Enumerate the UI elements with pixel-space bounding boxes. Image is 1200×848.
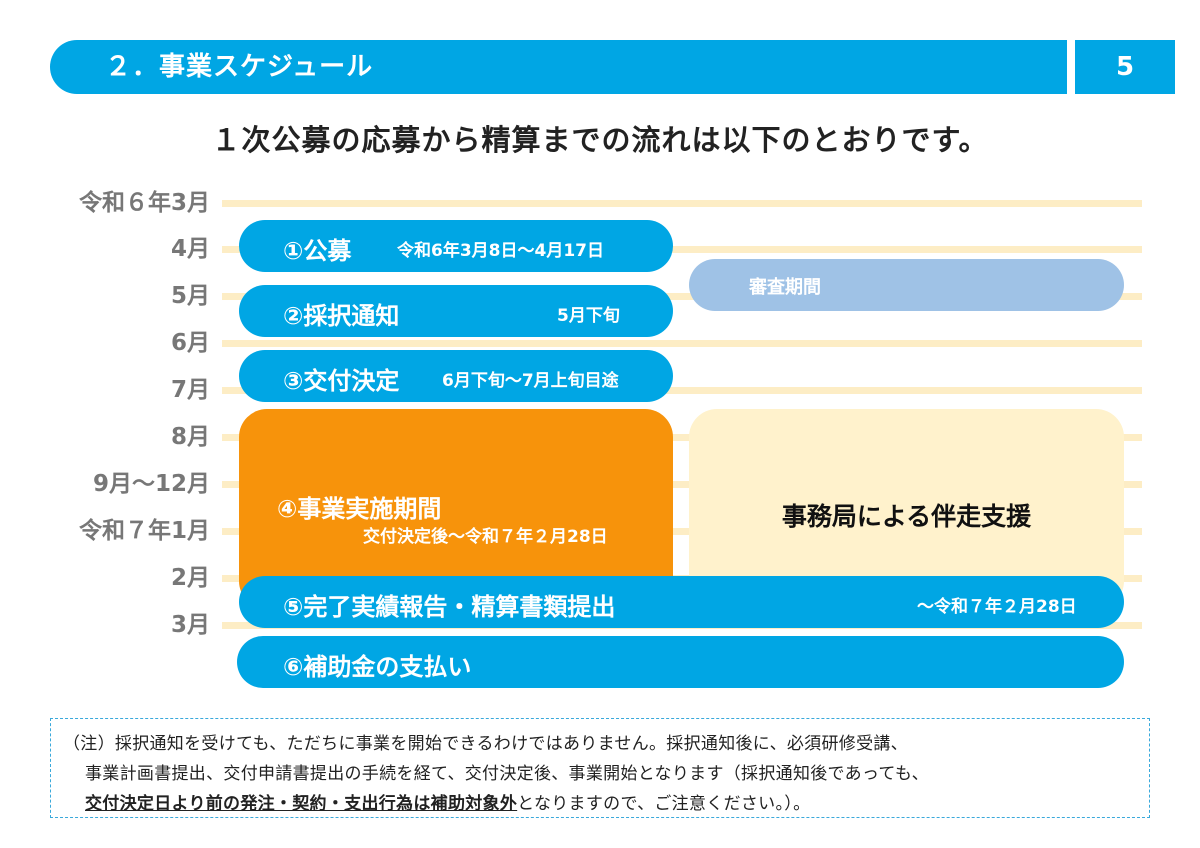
notice-line-3: 交付決定日より前の発注・契約・支出行為は補助対象外となりますので、ご注意ください… [85, 789, 810, 814]
step-2-detail: 5月下旬 [557, 306, 620, 326]
month-rule [222, 293, 1142, 300]
step-2-adoption-notice: ②採択通知 5月下旬 [239, 285, 673, 337]
step-3-detail: 6月下旬～7月上旬目途 [442, 371, 619, 391]
page-number: 5 [1075, 40, 1175, 94]
month-label: 4月 [170, 236, 210, 262]
month-label: 2月 [170, 565, 210, 591]
month-rule [222, 481, 1142, 488]
step-4-label: ④事業実施期間 [277, 495, 442, 523]
month-rule [222, 387, 1142, 394]
month-label: 6月 [170, 330, 210, 356]
step-1-detail: 令和6年3月8日～4月17日 [397, 241, 604, 261]
month-label: 9月～12月 [92, 471, 210, 497]
step-3-label: ③交付決定 [283, 367, 400, 395]
secretariat-support-label: 事務局による伴走支援 [781, 502, 1032, 531]
month-label: 8月 [170, 424, 210, 450]
notice-emphasis: 交付決定日より前の発注・契約・支出行為は補助対象外 [85, 794, 518, 814]
month-rule [222, 340, 1142, 347]
step-1-label: ①公募 [283, 237, 352, 265]
step-5-label: ⑤完了実績報告・精算書類提出 [283, 593, 616, 621]
step-6-subsidy-payment: ⑥補助金の支払い [237, 636, 1124, 688]
notice-line-3-rest: となりますので、ご注意ください。）。 [517, 794, 811, 814]
notice-line-1: （注）採択通知を受けても、ただちに事業を開始できるわけではありません。採択通知後… [63, 734, 908, 754]
step-4-project-period: ④事業実施期間 交付決定後～令和７年２月28日 [239, 409, 673, 609]
notice-box: （注）採択通知を受けても、ただちに事業を開始できるわけではありません。採択通知後… [50, 718, 1150, 818]
step-4-detail: 交付決定後～令和７年２月28日 [363, 527, 608, 547]
review-period-bar: 審査期間 [689, 259, 1124, 311]
section-title: ２．事業スケジュール [105, 52, 374, 82]
month-label: 令和７年1月 [78, 518, 210, 544]
month-label: 5月 [170, 283, 210, 309]
step-3-grant-decision: ③交付決定 6月下旬～7月上旬目途 [239, 350, 673, 402]
month-label: 3月 [170, 612, 210, 638]
month-rule [222, 200, 1142, 207]
review-period-label: 審査期間 [749, 277, 821, 298]
notice-line-2: 事業計画書提出、交付申請書提出の手続を経て、交付決定後、事業開始となります（採択… [85, 764, 929, 784]
step-6-label: ⑥補助金の支払い [283, 653, 472, 681]
step-1-public-offering: ①公募 令和6年3月8日～4月17日 [239, 220, 673, 272]
month-rule [222, 246, 1142, 253]
section-header-bar [50, 40, 1067, 94]
month-rule [222, 434, 1142, 441]
month-rule [222, 528, 1142, 535]
page-subtitle: １次公募の応募から精算までの流れは以下のとおりです。 [211, 123, 989, 157]
step-5-completion-report: ⑤完了実績報告・精算書類提出 ～令和７年２月28日 [239, 576, 1124, 628]
secretariat-support-box: 事務局による伴走支援 [689, 409, 1124, 609]
month-label: 令和６年3月 [78, 190, 210, 216]
step-5-detail: ～令和７年２月28日 [917, 597, 1077, 617]
step-2-label: ②採択通知 [283, 302, 400, 330]
month-label: 7月 [170, 377, 210, 403]
